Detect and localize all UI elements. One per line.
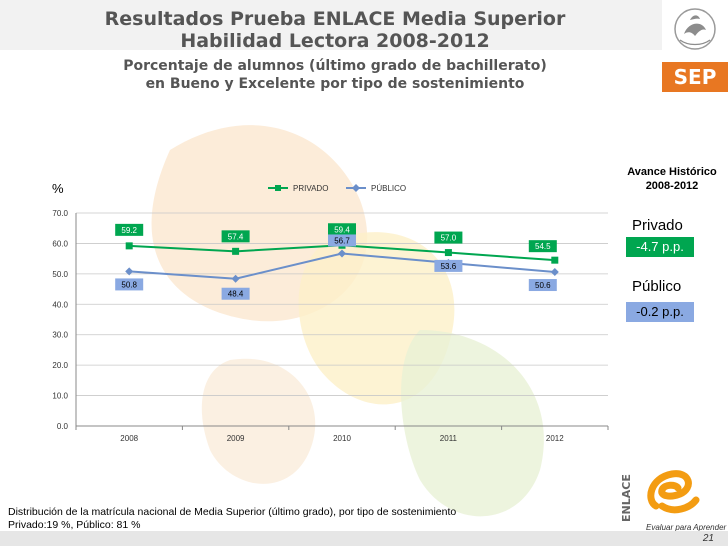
coat-of-arms-icon [662,0,728,62]
x-tick-label: 2012 [546,434,564,443]
data-label: 57.0 [441,234,457,243]
legend-marker [275,185,281,191]
chart-series: 59.2 57.4 59.4 57.0 54.5 50.8 48.4 56.7 53.6 50.6 [115,223,559,300]
title-line-1: Resultados Prueba ENLACE Media Superior [104,8,566,30]
data-label-bg [528,279,557,292]
footnote-line-1: Distribución de la matrícula nacional de… [8,506,457,518]
page-title: Resultados Prueba ENLACE Media Superior … [100,8,570,52]
x-tick-label: 2011 [440,434,458,443]
data-label-bg [434,259,463,272]
x-tick-label: 2009 [227,434,245,443]
data-label: 59.2 [121,226,137,235]
y-tick-label: 70.0 [52,209,68,218]
legend-label: PÚBLICO [371,184,406,193]
data-label-bg [221,287,250,300]
data-label-bg [115,223,144,236]
data-label: 56.7 [334,236,350,245]
enlace-e-icon [647,470,700,514]
legend-marker [352,184,360,192]
chart-axes: 0.0 10.0 20.0 30.0 40.0 50.0 60.0 70.0 2008 2009 2… [52,181,609,443]
data-label-bg [328,223,356,236]
data-point-privado [444,249,452,257]
chart-legend: PRIVADO PÚBLICO [268,184,406,193]
bottom-bar [0,531,728,546]
subtitle-line-1: Porcentaje de alumnos (último grado de b… [123,58,547,74]
sep-logo: SEP [662,62,728,92]
y-tick-label: 60.0 [52,239,68,248]
side-heading-line-1: Avance Histórico [627,166,717,178]
data-label: 50.8 [121,280,137,289]
data-label: 54.5 [535,242,551,251]
side-panel-heading: Avance Histórico 2008-2012 [616,165,728,193]
data-label-bg [528,240,557,253]
publico-change-badge: -0.2 p.p. [626,302,694,322]
y-tick-label: 20.0 [52,361,68,370]
data-label: 57.4 [228,232,244,241]
title-line-2: Habilidad Lectora 2008-2012 [180,30,490,52]
page-number: 21 [702,533,714,544]
data-label: 53.6 [441,262,457,271]
data-point-privado [125,242,133,250]
page-subtitle: Porcentaje de alumnos (último grado de b… [100,57,570,93]
data-point-publico [231,274,240,283]
data-label: 59.4 [334,225,350,234]
y-tick-label: 40.0 [52,300,68,309]
data-label: 50.6 [535,281,551,290]
y-tick-label: 0.0 [57,422,69,431]
x-tick-label: 2008 [120,434,138,443]
enlace-logo: ENLACE Evaluar para Aprender [620,470,727,532]
footnote: Distribución de la matrícula nacional de… [8,506,456,532]
data-label-bg [221,230,250,243]
y-axis-label: % [52,181,64,196]
y-tick-label: 30.0 [52,331,68,340]
enlace-brand-text: ENLACE [620,474,633,522]
enlace-tagline: Evaluar para Aprender [646,523,727,532]
data-point-publico [338,249,346,258]
data-point-privado [551,256,559,264]
data-point-publico [550,268,559,277]
side-heading-line-2: 2008-2012 [645,180,699,192]
footnote-line-2: Privado:19 %, Público: 81 % [8,519,141,531]
y-tick-label: 10.0 [52,392,68,401]
data-label-bg [115,278,144,291]
data-point-privado [232,247,240,255]
privado-label: Privado [632,217,683,234]
privado-change-badge: -4.7 p.p. [626,237,694,257]
x-tick-label: 2010 [333,434,351,443]
subtitle-line-2: en Bueno y Excelente por tipo de sosteni… [145,76,525,92]
data-label: 48.4 [228,290,244,299]
data-point-publico [125,267,134,276]
legend-label: PRIVADO [293,184,328,193]
data-label-bg [328,234,356,247]
y-tick-label: 50.0 [52,270,68,279]
data-label-bg [434,231,463,244]
publico-label: Público [632,278,682,295]
